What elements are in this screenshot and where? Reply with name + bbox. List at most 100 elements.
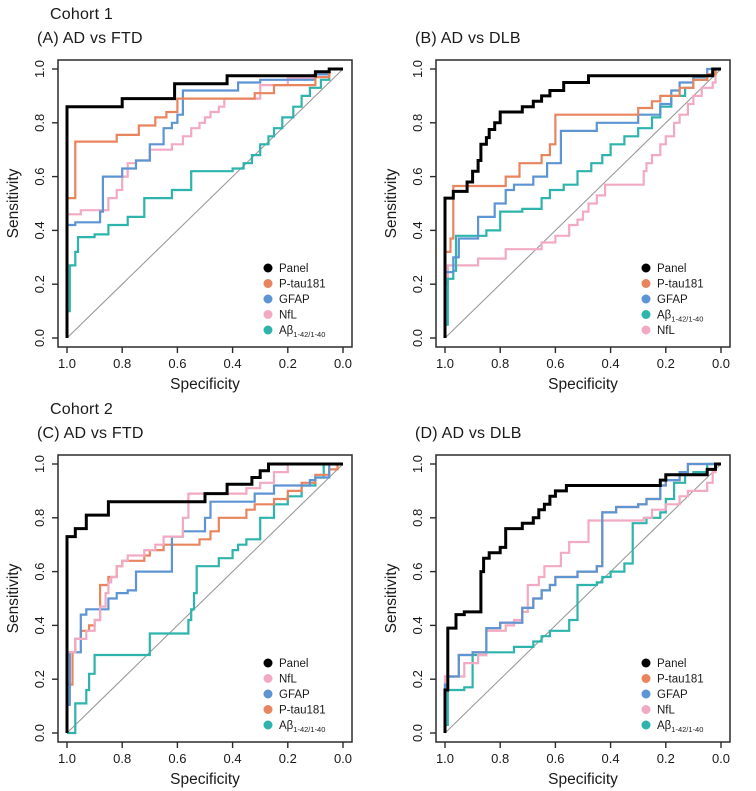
legend-label: Panel	[657, 658, 686, 670]
legend-label: Aβ1-42/1-40	[657, 310, 703, 324]
legend-dot-nfl	[263, 674, 273, 683]
roc-chart-c: 1.0 0.8 0.6 0.4 0.2 0.0 0.0 0.2 0.4 0.6 0.8 1.0 Spec…	[5, 454, 353, 788]
legend-dot-p-tau181	[263, 279, 273, 288]
legend-dot-a-	[263, 720, 273, 730]
roc-curve-nfl	[65, 67, 343, 338]
roc-curve-p-tau181	[443, 67, 721, 338]
legend-dot-gfap	[641, 689, 651, 699]
x-tick-label: 0.2	[657, 356, 675, 371]
y-tick-label: 0.8	[410, 509, 425, 527]
legend-label: NfL	[657, 705, 676, 717]
y-tick-label: 1.0	[32, 60, 47, 78]
cohort-label-2: Cohort 2	[50, 401, 113, 418]
y-tick-label: 0.2	[32, 275, 47, 293]
roc-curve-nfl	[443, 67, 721, 338]
y-tick-label: 0.4	[410, 221, 425, 239]
legend-label: Aβ1-42/1-40	[657, 720, 703, 734]
y-tick-label: 0.8	[32, 509, 47, 527]
x-axis-label: Specificity	[548, 771, 618, 788]
y-axis-label: Sensitivity	[383, 563, 400, 633]
x-tick-label: 1.0	[58, 751, 76, 766]
x-tick-label: 0.6	[168, 356, 186, 371]
y-tick-label: 1.0	[32, 455, 47, 473]
x-tick-label: 0.4	[224, 356, 242, 371]
x-axis-label: Specificity	[170, 771, 240, 788]
roc-curve-nfl	[65, 462, 343, 733]
y-tick-label: 0.6	[410, 563, 425, 581]
roc-curve-gfap	[65, 67, 343, 338]
y-tick-label: 1.0	[410, 60, 425, 78]
legend-dot-gfap	[263, 294, 273, 304]
y-tick-label: 0.4	[410, 616, 425, 634]
y-tick-label: 0.0	[410, 329, 425, 347]
legend-dot-p-tau181	[641, 279, 651, 288]
y-tick-label: 0.4	[32, 616, 47, 634]
y-tick-label: 0.8	[410, 114, 425, 132]
legend-label: Panel	[657, 263, 686, 275]
roc-curve-abeta1-42-1-40	[443, 67, 721, 338]
y-tick-label: 0.6	[32, 168, 47, 186]
roc-chart-a: 1.0 0.8 0.6 0.4 0.2 0.0 0.0 0.2 0.4 0.6 0.8 1.0 Spec…	[5, 59, 353, 393]
roc-panel-b: (B) AD vs DLB 1.0 0.8 0.6 0.4 0.2 0.0 0.0 0.2 0.…	[378, 0, 756, 395]
legend-label: Aβ1-42/1-40	[279, 720, 325, 734]
legend-label: P-tau181	[279, 279, 326, 291]
panel-title-b: (B) AD vs DLB	[415, 30, 521, 47]
roc-curve-panel	[443, 67, 721, 338]
x-tick-label: 0.0	[334, 356, 352, 371]
legend-dot-gfap	[641, 294, 651, 304]
cohort-label-1: Cohort 1	[50, 6, 113, 23]
panel-title-a: (A) AD vs FTD	[37, 30, 143, 47]
y-tick-label: 0.2	[32, 670, 47, 688]
x-tick-label: 1.0	[436, 751, 454, 766]
legend-dot-a-	[263, 325, 273, 335]
x-tick-label: 0.6	[168, 751, 186, 766]
legend-dot-panel	[641, 263, 651, 273]
x-tick-label: 0.8	[113, 356, 131, 371]
x-tick-label: 0.6	[546, 356, 564, 371]
chance-diagonal	[66, 68, 344, 339]
x-tick-label: 1.0	[58, 356, 76, 371]
plot-box	[57, 59, 353, 348]
y-axis-label: Sensitivity	[5, 168, 22, 238]
x-tick-label: 0.2	[279, 356, 297, 371]
x-tick-label: 0.0	[712, 356, 730, 371]
roc-curve-abeta1-42-1-40	[67, 462, 343, 735]
y-tick-label: 0.4	[32, 221, 47, 239]
panel-title-d: (D) AD vs DLB	[415, 425, 522, 442]
chance-diagonal	[444, 68, 722, 339]
legend-label: NfL	[657, 325, 676, 337]
roc-chart-b: 1.0 0.8 0.6 0.4 0.2 0.0 0.0 0.2 0.4 0.6 0.8 1.0 Spec…	[383, 59, 731, 393]
y-tick-label: 0.0	[32, 724, 47, 742]
legend-dot-panel	[641, 658, 651, 668]
legend-dot-a-	[641, 720, 651, 730]
chance-diagonal	[444, 463, 722, 734]
y-tick-label: 0.0	[32, 329, 47, 347]
y-tick-label: 0.6	[32, 563, 47, 581]
panel-title-c: (C) AD vs FTD	[37, 425, 144, 442]
axes: 1.0 0.8 0.6 0.4 0.2 0.0 0.0 0.2 0.4 0.6 0.8 1.0 Spec…	[5, 60, 352, 393]
x-tick-label: 0.8	[491, 751, 509, 766]
x-tick-label: 0.2	[657, 751, 675, 766]
legend-dot-p-tau181	[641, 674, 651, 683]
x-tick-label: 0.0	[712, 751, 730, 766]
y-tick-label: 0.8	[32, 114, 47, 132]
legend-label: GFAP	[657, 294, 688, 306]
legend-label: NfL	[279, 674, 298, 686]
legend-dot-nfl	[641, 325, 651, 335]
legend-dot-nfl	[263, 310, 273, 319]
y-axis-label: Sensitivity	[383, 168, 400, 238]
roc-curve-panel	[443, 462, 721, 733]
y-tick-label: 0.2	[410, 275, 425, 293]
legend-dot-gfap	[263, 689, 273, 699]
legend-label: Aβ1-42/1-40	[279, 325, 325, 339]
roc-curve-p-tau181	[65, 67, 343, 338]
y-axis-label: Sensitivity	[5, 563, 22, 633]
y-tick-label: 1.0	[410, 455, 425, 473]
legend-label: GFAP	[279, 294, 310, 306]
legend-label: Panel	[279, 263, 308, 275]
axes: 1.0 0.8 0.6 0.4 0.2 0.0 0.0 0.2 0.4 0.6 0.8 1.0 Spec…	[383, 60, 730, 393]
roc-curve-panel	[65, 67, 343, 338]
legend: Panel P-tau181 GFAP NfL Aβ1-42/1-40	[263, 263, 326, 339]
y-tick-label: 0.2	[410, 670, 425, 688]
